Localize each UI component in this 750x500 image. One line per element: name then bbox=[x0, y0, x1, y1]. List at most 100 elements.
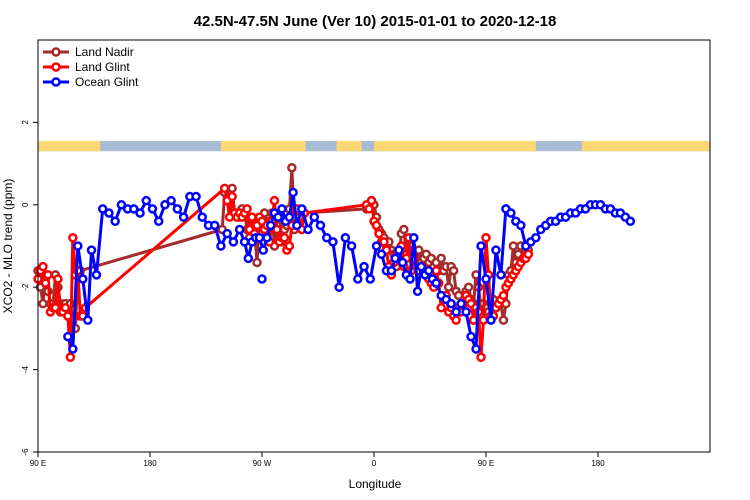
x-axis-label: Longitude bbox=[349, 477, 402, 491]
legend-marker bbox=[51, 62, 61, 72]
data-point bbox=[379, 237, 389, 247]
data-point bbox=[68, 233, 78, 243]
legend-label: Land Glint bbox=[75, 60, 130, 74]
data-point bbox=[63, 331, 73, 342]
plot-area bbox=[33, 162, 636, 362]
legend-label: Ocean Glint bbox=[75, 75, 139, 89]
data-point bbox=[508, 241, 519, 251]
data-point bbox=[374, 228, 384, 239]
data-point bbox=[227, 191, 237, 202]
data-point bbox=[371, 241, 382, 251]
data-point bbox=[197, 212, 208, 222]
data-point bbox=[53, 274, 63, 284]
data-point bbox=[436, 253, 446, 264]
data-point bbox=[297, 204, 307, 214]
data-point bbox=[243, 253, 254, 264]
data-point bbox=[257, 274, 267, 284]
data-point bbox=[227, 183, 237, 194]
data-point bbox=[476, 241, 486, 251]
data-point bbox=[436, 303, 446, 313]
data-point bbox=[86, 245, 97, 255]
data-point bbox=[43, 270, 53, 280]
data-point bbox=[141, 195, 152, 206]
data-point bbox=[481, 233, 491, 243]
data-point bbox=[416, 261, 427, 272]
data-point bbox=[453, 290, 464, 301]
y-tick-label: 0 bbox=[21, 202, 30, 207]
data-point bbox=[288, 187, 298, 198]
data-point bbox=[496, 270, 506, 280]
land-strip-segment bbox=[220, 140, 306, 152]
legend-marker bbox=[51, 47, 61, 57]
legend-label: Land Nadir bbox=[75, 45, 134, 59]
y-axis-label: XCO2 - MLO trend (ppm) bbox=[1, 179, 15, 314]
data-point bbox=[284, 241, 295, 251]
data-point bbox=[399, 224, 409, 235]
land-strip-segment bbox=[38, 140, 101, 152]
data-point bbox=[476, 352, 486, 362]
data-point bbox=[376, 249, 387, 259]
data-point bbox=[451, 307, 461, 317]
data-point bbox=[78, 274, 88, 284]
y-tick-label: 2 bbox=[21, 120, 30, 125]
data-point bbox=[258, 245, 268, 255]
data-point bbox=[523, 249, 534, 259]
y-axis: -6 -4 -2 0 2 bbox=[21, 120, 38, 456]
data-point bbox=[178, 212, 189, 222]
data-point bbox=[273, 212, 283, 222]
data-point bbox=[471, 344, 481, 354]
data-point bbox=[456, 298, 466, 309]
legend-marker bbox=[51, 77, 61, 87]
data-point bbox=[394, 245, 404, 255]
data-point bbox=[340, 233, 351, 243]
data-point bbox=[461, 307, 471, 317]
data-point bbox=[405, 274, 415, 284]
data-point bbox=[166, 195, 176, 206]
data-point bbox=[292, 220, 302, 231]
data-point bbox=[448, 265, 459, 276]
data-point bbox=[116, 200, 127, 210]
data-point bbox=[531, 233, 541, 243]
data-point bbox=[284, 212, 295, 222]
data-point bbox=[228, 237, 239, 247]
land-strip-segment bbox=[581, 140, 598, 152]
data-point bbox=[147, 204, 158, 214]
data-point bbox=[73, 241, 83, 251]
data-point bbox=[491, 245, 501, 255]
data-point bbox=[160, 200, 170, 210]
data-point bbox=[371, 220, 382, 231]
data-point bbox=[481, 274, 491, 284]
x-tick-label: 180 bbox=[591, 459, 605, 468]
y-tick-label: -4 bbox=[21, 365, 30, 373]
x-tick-label: 90 W bbox=[253, 459, 272, 468]
data-point bbox=[287, 162, 297, 173]
data-point bbox=[65, 352, 76, 362]
data-point bbox=[216, 241, 226, 251]
data-point bbox=[247, 212, 257, 222]
data-point bbox=[40, 278, 51, 288]
data-point bbox=[346, 241, 357, 251]
data-point bbox=[242, 204, 252, 214]
data-point bbox=[498, 315, 509, 325]
data-point bbox=[272, 224, 282, 235]
data-point bbox=[91, 270, 102, 280]
data-point bbox=[172, 204, 183, 214]
data-point bbox=[478, 315, 489, 325]
data-point bbox=[431, 278, 441, 288]
land-strip-segment bbox=[374, 140, 536, 152]
data-point bbox=[277, 204, 287, 214]
data-point bbox=[110, 216, 120, 227]
data-point bbox=[486, 315, 496, 325]
data-point bbox=[234, 224, 245, 235]
data-point bbox=[390, 253, 400, 264]
data-point bbox=[328, 237, 338, 247]
data-point bbox=[446, 298, 456, 309]
data-point bbox=[83, 315, 93, 325]
data-point bbox=[315, 220, 326, 231]
data-point bbox=[386, 265, 397, 276]
x-tick-label: 0 bbox=[372, 459, 377, 468]
data-point bbox=[431, 265, 441, 276]
data-point bbox=[463, 282, 474, 292]
data-point bbox=[135, 208, 145, 218]
